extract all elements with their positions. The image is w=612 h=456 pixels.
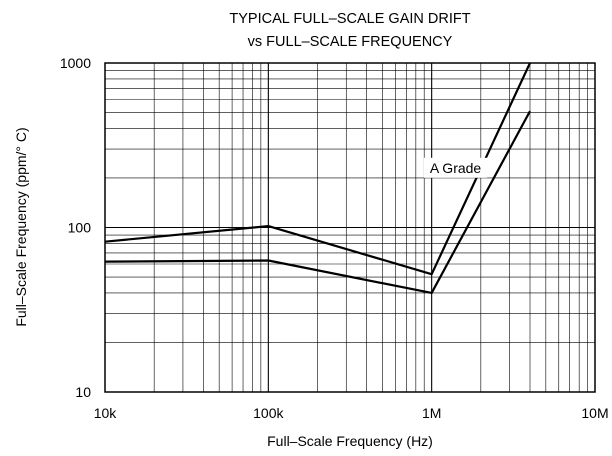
x-tick-label: 10k — [94, 405, 118, 421]
y-tick-label: 1000 — [60, 55, 91, 71]
x-tick-label: 1M — [422, 405, 441, 421]
chart-title-line-2: vs FULL–SCALE FREQUENCY — [248, 34, 453, 50]
x-tick-label: 10M — [581, 405, 608, 421]
y-tick-labels: 10 100 1000 — [60, 55, 91, 400]
annotations: A Grade — [424, 158, 487, 178]
y-tick-label: 10 — [75, 384, 91, 400]
y-axis-label: Full–Scale Frequency (ppm/° C) — [13, 127, 29, 326]
x-tick-labels: 10k 100k 1M 10M — [94, 405, 609, 421]
y-tick-label: 100 — [68, 220, 92, 236]
x-tick-label: 100k — [253, 405, 284, 421]
chart-title-line-1: TYPICAL FULL–SCALE GAIN DRIFT — [229, 11, 470, 27]
annotation-label: A Grade — [430, 160, 482, 176]
x-axis-label: Full–Scale Frequency (Hz) — [267, 433, 433, 449]
